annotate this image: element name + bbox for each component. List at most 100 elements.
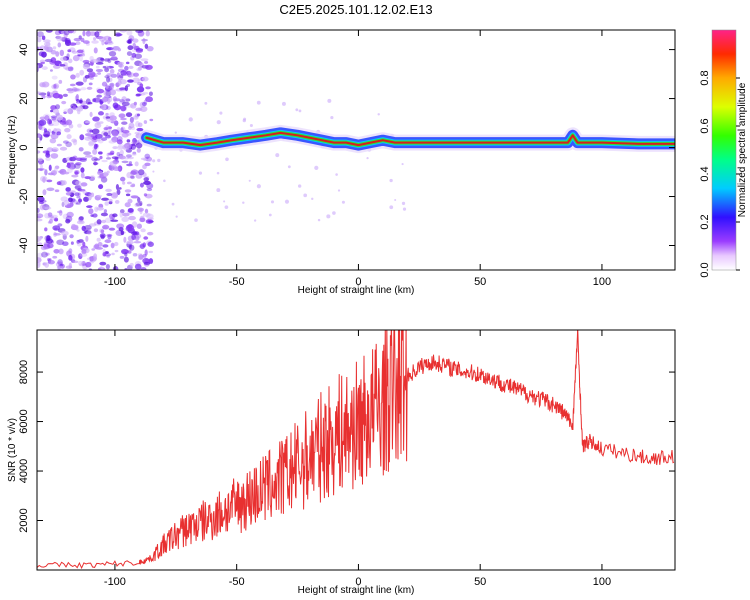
spectrogram-noise-blob [107,36,112,41]
spectrogram-noise-blob [78,239,84,243]
spectrogram-noise-blob [69,190,76,194]
spectrogram-sparse-blob [223,200,226,203]
spectrogram-noise-blob [37,207,40,213]
spectrogram-noise-blob [78,253,83,260]
spectrogram-noise-blob [126,224,135,231]
spectrogram-noise-blob [52,46,57,50]
spectrogram-noise-blob [78,216,84,221]
spectrogram-sparse-blob [317,218,321,222]
spectrogram-noise-blob [69,234,74,239]
spectrogram-noise-blob [116,139,123,145]
spectrogram-noise-blob [148,91,153,96]
spectrogram-noise-blob [51,117,58,122]
spectrogram-noise-blob [101,81,108,87]
spectrogram-y-tick-label: 40 [18,43,30,55]
spectrogram-noise-blob [51,147,59,152]
spectrogram-noise-blob [70,66,74,70]
spectrogram-noise-blob [90,192,95,198]
spectrogram-noise-blob [86,230,92,235]
spectrogram-noise-blob [39,116,46,120]
spectrogram-sparse-blob [281,101,286,106]
spectrogram-noise-blob [96,94,103,98]
spectrogram-noise-blob [39,82,46,88]
spectrogram-noise-blob [110,120,118,124]
spectrogram-noise-blob [51,116,57,121]
spectrogram-noise-blob [112,146,118,150]
spectrogram-noise-blob [130,175,135,180]
spectrogram-noise-blob [121,160,129,164]
spectrogram-noise-blob [119,99,125,103]
spectrogram-noise-blob [77,188,86,192]
spectrogram-noise-blob [144,208,149,214]
spectrogram-noise-blob [120,126,126,132]
spectrogram-noise-blob [60,230,69,236]
spectrogram-noise-blob [46,235,51,242]
spectrogram-noise-blob [96,138,101,142]
spectrogram-noise-blob [140,228,146,233]
spectrogram-noise-blob [148,258,154,264]
spectrogram-noise-blob [68,42,77,46]
spectrogram-noise-blob [143,120,148,124]
spectrogram-noise-blob [51,84,59,90]
spectrogram-noise-blob [123,142,132,149]
snr-y-axis-label: SNR (10 * v/v) [7,418,18,482]
spectrogram-noise-blob [69,83,76,87]
spectrogram-noise-blob [76,229,80,232]
spectrogram-noise-blob [75,41,81,46]
spectrogram-sparse-blob [337,189,341,192]
spectrogram-noise-blob [136,223,142,229]
spectrogram-noise-blob [68,123,74,129]
spectrogram-noise-blob [108,198,113,203]
spectrogram-noise-blob [82,30,86,37]
spectrogram-noise-blob [59,36,65,41]
spectrogram-sparse-blob [216,120,221,125]
spectrogram-noise-blob [79,253,88,257]
spectrogram-noise-blob [124,267,128,270]
spectrogram-noise-blob [134,131,141,135]
spectrogram-noise-blob [112,266,119,270]
spectrogram-y-ticks: -40 -20 0 20 40 [18,43,675,253]
spectrogram-noise-blob [65,218,71,224]
spectrogram-noise-blob [91,156,98,162]
spectrogram-noise-blob [91,40,99,44]
spectrogram-noise-blob [50,153,59,159]
snr-panel: -100 -50 0 50 100 2000 4000 6000 8000 Height of… [7,329,676,596]
spectrogram-noise-blob [104,217,112,224]
spectrogram-noise-blob [143,261,151,265]
spectrogram-noise-blob [121,101,130,106]
spectrogram-noise-blob [93,143,98,150]
spectrogram-noise-blob [144,162,151,167]
spectrogram-noise-blob [102,96,109,103]
spectrogram-y-tick-label: 0 [18,144,30,150]
spectrogram-noise-blob [47,221,52,224]
spectrogram-noise-blob [105,188,112,192]
spectrogram-noise-blob [92,213,98,218]
spectrogram-noise-blob [53,248,60,254]
spectrogram-sparse-blob [174,131,177,134]
spectrogram-noise-blob [47,212,53,217]
spectrogram-sparse-blob [341,200,345,204]
spectrogram-noise-blob [38,161,43,165]
spectrogram-noise-blob [52,255,58,259]
spectrogram-noise-blob [62,241,69,247]
spectrogram-noise-blob [138,254,144,261]
spectrogram-noise-blob [126,51,133,57]
spectrogram-x-tick-label: -50 [229,276,245,288]
spectrogram-noise-blob [37,218,43,222]
spectrogram-noise-blob [145,64,153,70]
spectrogram-noise-blob [117,79,122,86]
spectrogram-noise-blob [57,223,63,227]
spectrogram-noise-blob [47,260,55,265]
spectrogram-noise-blob [106,47,114,51]
spectrogram-sparse-blob [249,124,253,128]
spectrogram-noise-blob [135,202,143,207]
spectrogram-noise-blob [134,161,139,167]
spectrogram-noise-blob [88,223,97,227]
spectrogram-noise-blob [96,219,102,225]
spectrogram-noise-blob [53,84,57,89]
spectrogram-noise-blob [123,157,130,160]
spectrogram-noise-blob [59,94,64,99]
spectrogram-noise-blob [68,262,72,269]
spectrogram-noise-blob [55,104,61,110]
spectrogram-noise-blob [47,118,52,125]
